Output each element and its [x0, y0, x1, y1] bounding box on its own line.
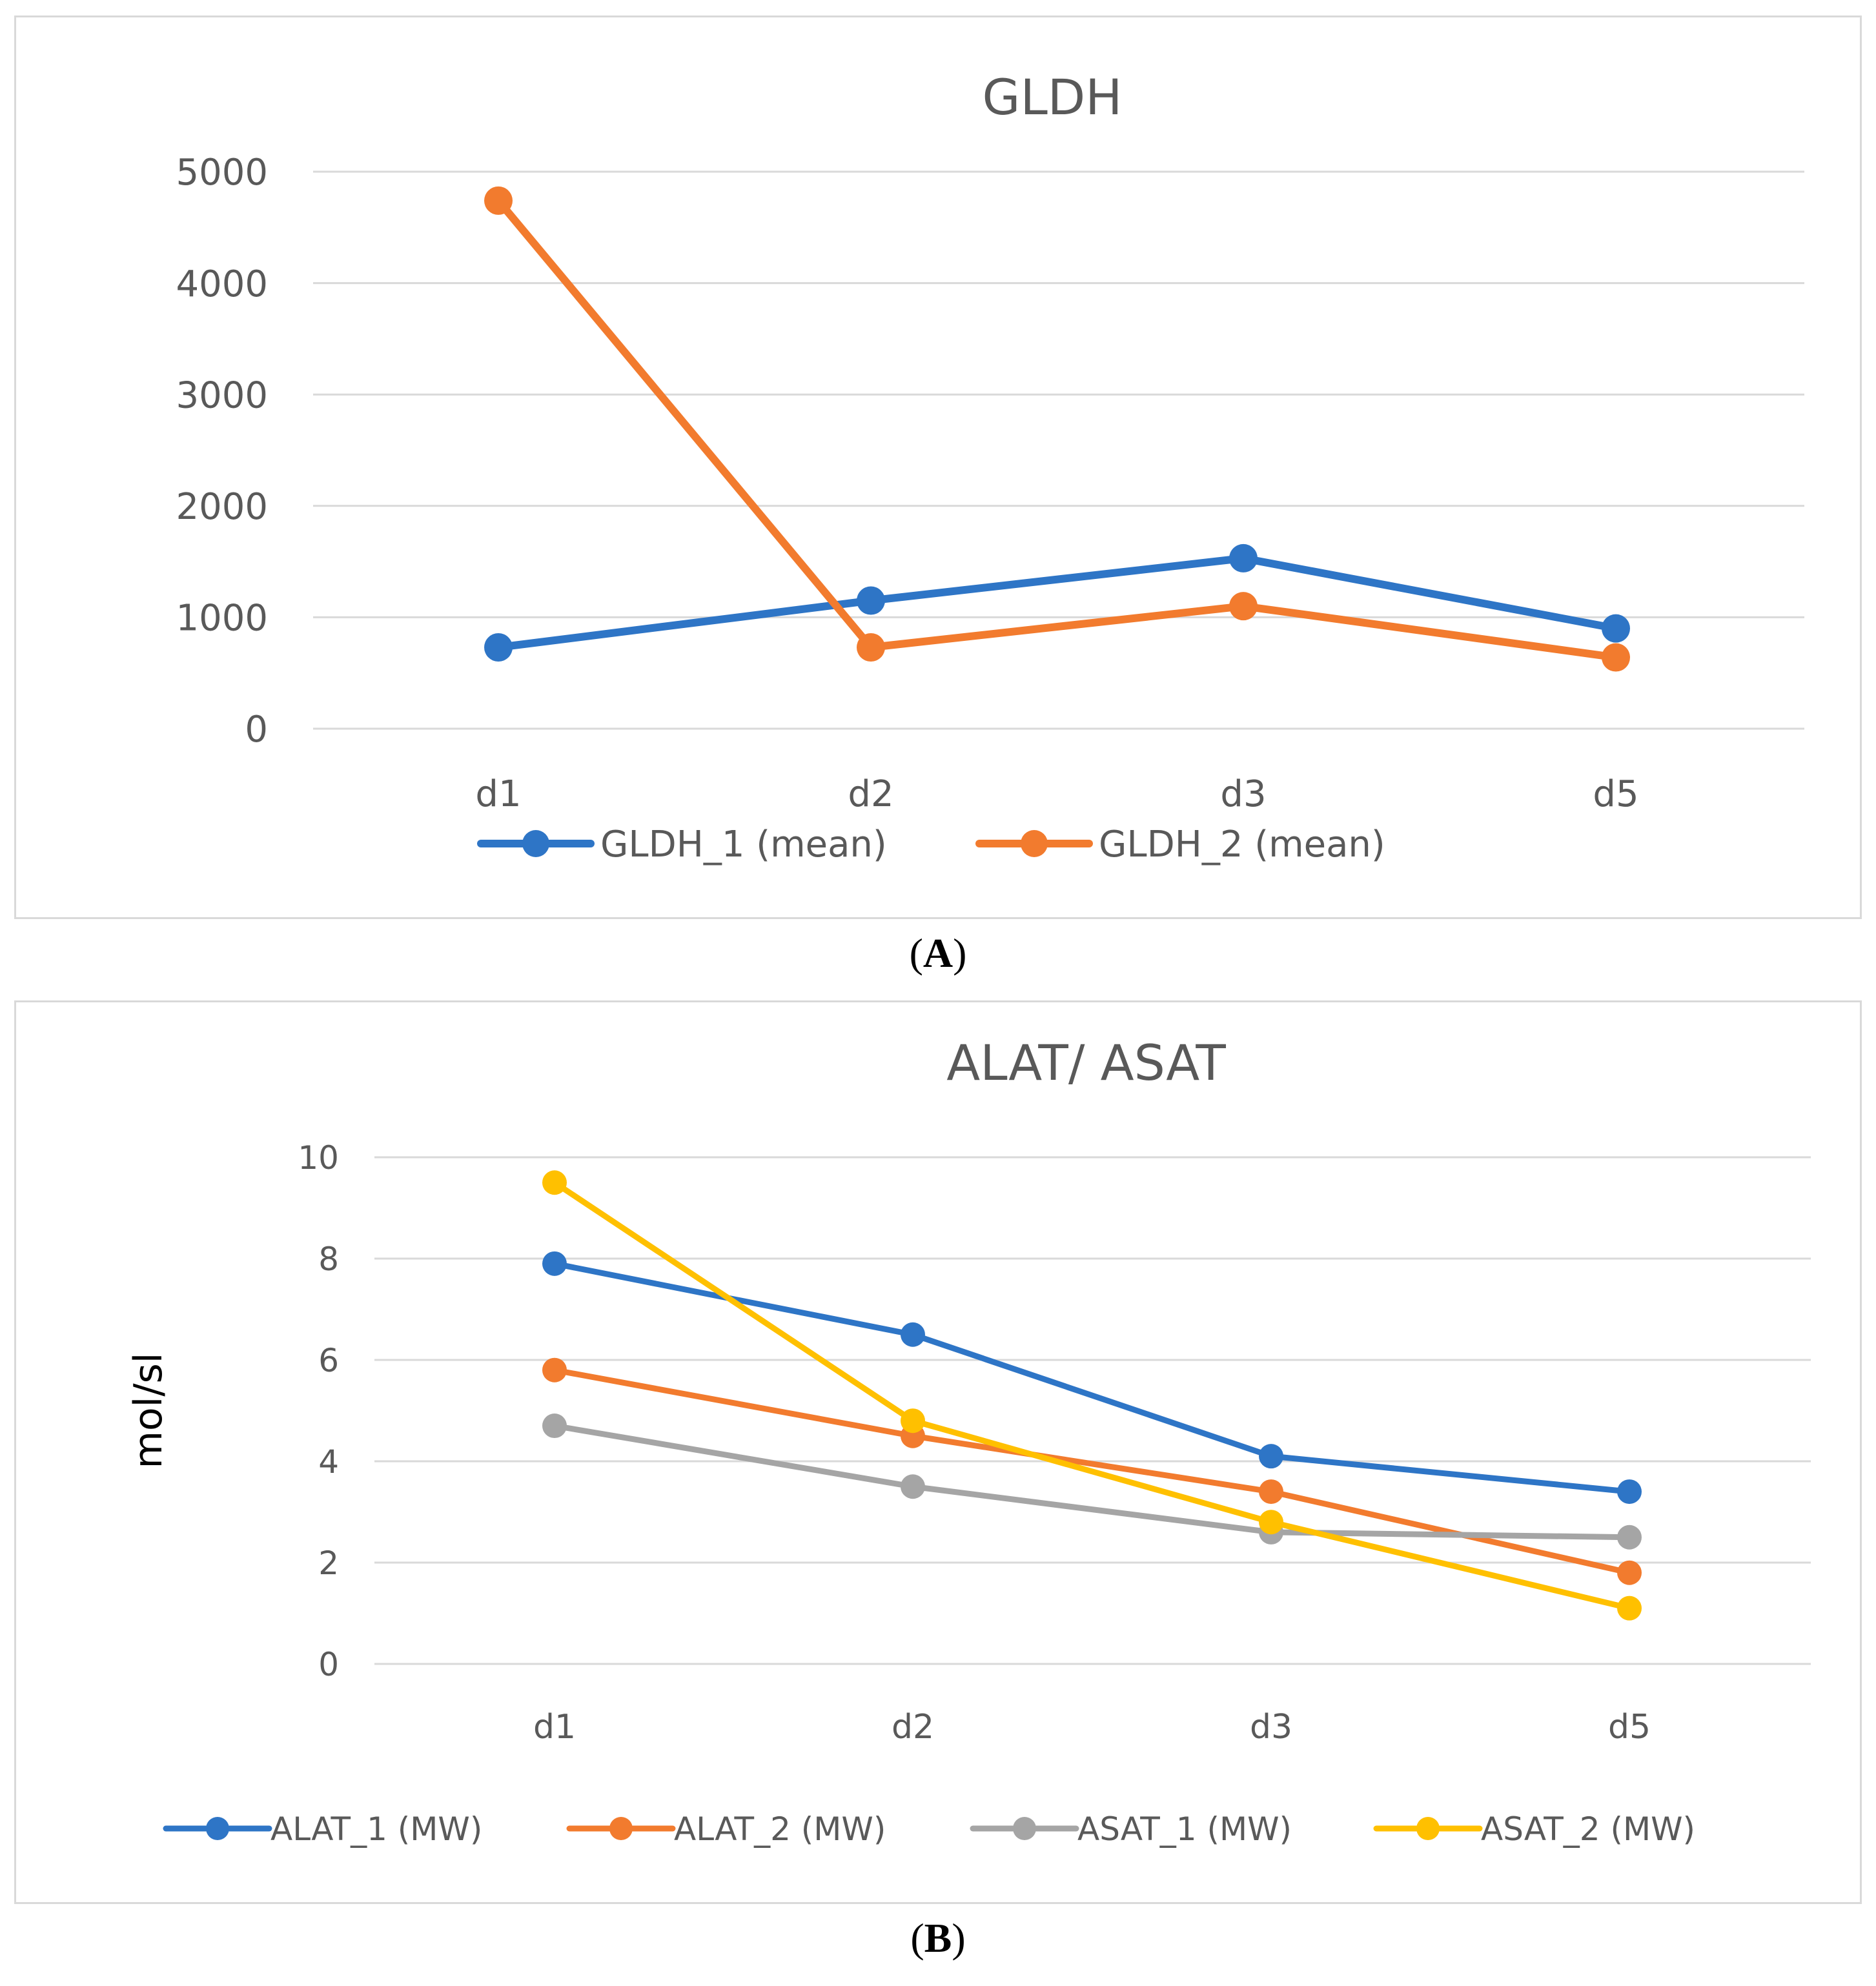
caption-a-label: A — [923, 930, 953, 976]
chart-b-point-asat-2-mw — [542, 1170, 567, 1195]
chart-b-legend-label: ASAT_2 (MW) — [1481, 1810, 1695, 1848]
chart-b-y-tick-label: 2 — [318, 1545, 339, 1582]
chart-b-point-asat-2-mw — [1617, 1596, 1642, 1621]
chart-b-y-tick-label: 8 — [318, 1241, 339, 1278]
chart-b-point-alat-2-mw — [1259, 1479, 1283, 1505]
chart-b-legend-label: ALAT_2 (MW) — [674, 1810, 886, 1848]
chart-b-point-alat-2-mw — [1617, 1560, 1642, 1585]
chart-a-point-gldh-2-mean — [1602, 643, 1630, 672]
chart-b-legend-label: ALAT_1 (MW) — [270, 1810, 482, 1848]
chart-a-legend-label: GLDH_1 (mean) — [600, 824, 887, 866]
chart-b-legend-marker — [609, 1817, 633, 1840]
caption-a: (A) — [909, 930, 967, 976]
chart-panel-b: ALAT/ ASAT 0 2 4 6 8 10 mol/sl d1 d2 d3 d5 ALAT_1 (M… — [14, 1000, 1862, 1904]
chart-b-title: ALAT/ ASAT — [946, 1034, 1226, 1091]
chart-a-point-gldh-1-mean — [1602, 614, 1630, 643]
chart-b-point-alat-1-mw — [542, 1251, 567, 1276]
chart-b-y-tick-label: 4 — [318, 1443, 339, 1481]
chart-a-y-tick-label: 3000 — [176, 374, 268, 416]
chart-a-x-tick-label: d3 — [1220, 773, 1266, 815]
chart-b-legend-item-alat-1-mw: ALAT_1 (MW) — [163, 1810, 482, 1848]
chart-b-series-line-alat-1-mw — [551, 1261, 1633, 1495]
chart-a-y-tick-label: 1000 — [176, 598, 268, 640]
chart-b-legend-item-asat-1-mw: ASAT_1 (MW) — [970, 1810, 1292, 1848]
chart-a-legend-marker — [1021, 830, 1048, 857]
chart-b-legend-item-alat-2-mw: ALAT_2 (MW) — [566, 1810, 886, 1848]
chart-b-point-alat-1-mw — [901, 1322, 925, 1347]
chart-b-point-alat-1-mw — [1259, 1444, 1283, 1469]
chart-a-y-tick-label: 4000 — [176, 263, 268, 305]
chart-b-point-alat-1-mw — [1617, 1479, 1642, 1505]
chart-b-x-tick-label: d2 — [892, 1708, 934, 1747]
chart-b-point-asat-2-mw — [901, 1408, 925, 1434]
chart-b-legend-marker — [1013, 1817, 1036, 1840]
chart-a-legend-item-gldh-1-mean: GLDH_1 (mean) — [477, 824, 887, 866]
chart-b-x-tick-label: d3 — [1250, 1708, 1292, 1747]
chart-b-y-axis-label: mol/sl — [126, 1353, 171, 1469]
chart-a-svg: GLDH 0 1000 2000 3000 4000 5000 d1 d2 d3 d5 GLDH_1 … — [176, 68, 1804, 866]
chart-a-legend-label: GLDH_2 (mean) — [1099, 824, 1385, 866]
chart-b-x-tick-label: d5 — [1608, 1708, 1651, 1747]
chart-b-series-line-asat-1-mw — [551, 1423, 1633, 1541]
chart-a-point-gldh-2-mean — [484, 186, 513, 215]
chart-a-point-gldh-1-mean — [484, 633, 513, 662]
chart-b-point-asat-2-mw — [1259, 1510, 1283, 1535]
caption-b: (B) — [910, 1915, 966, 1961]
chart-b-legend-item-asat-2-mw: ASAT_2 (MW) — [1373, 1810, 1695, 1848]
chart-b-legend-label: ASAT_1 (MW) — [1077, 1810, 1292, 1848]
chart-panel-a: GLDH 0 1000 2000 3000 4000 5000 d1 d2 d3 d5 GLDH_1 … — [14, 15, 1862, 919]
chart-a-y-tick-label: 0 — [245, 709, 268, 751]
caption-b-label: B — [924, 1915, 952, 1961]
chart-b-y-tick-label: 0 — [318, 1646, 339, 1683]
chart-a-series-line-gldh-2-mean — [494, 196, 1620, 662]
chart-a-point-gldh-1-mean — [1229, 543, 1258, 572]
chart-a-x-tick-label: d1 — [475, 773, 521, 815]
chart-a-point-gldh-1-mean — [857, 586, 885, 615]
chart-b-series-line-asat-2-mw — [551, 1179, 1633, 1612]
chart-a-legend-item-gldh-2-mean: GLDH_2 (mean) — [975, 824, 1385, 866]
chart-b-legend-marker — [206, 1817, 229, 1840]
chart-b-point-alat-2-mw — [542, 1357, 567, 1383]
chart-a-series-line-gldh-1-mean — [494, 554, 1620, 652]
chart-a-y-tick-label: 5000 — [176, 152, 268, 194]
chart-a-y-tick-label: 2000 — [176, 486, 268, 528]
chart-a-point-gldh-2-mean — [1229, 592, 1258, 621]
chart-a-x-tick-label: d2 — [848, 773, 893, 815]
chart-a-point-gldh-2-mean — [857, 633, 885, 662]
chart-a-legend-marker — [522, 830, 549, 857]
chart-b-point-asat-1-mw — [901, 1474, 925, 1499]
chart-b-y-tick-label: 10 — [298, 1139, 339, 1177]
chart-a-title: GLDH — [983, 68, 1123, 126]
chart-b-svg: ALAT/ ASAT 0 2 4 6 8 10 mol/sl d1 d2 d3 d5 ALAT_1 (M… — [126, 1034, 1811, 1848]
chart-a-x-tick-label: d5 — [1593, 773, 1638, 815]
chart-b-x-tick-label: d1 — [533, 1708, 576, 1747]
chart-b-point-asat-1-mw — [542, 1414, 567, 1439]
chart-b-legend-marker — [1416, 1817, 1440, 1840]
chart-b-point-asat-1-mw — [1617, 1525, 1642, 1550]
chart-b-y-tick-label: 6 — [318, 1342, 339, 1379]
